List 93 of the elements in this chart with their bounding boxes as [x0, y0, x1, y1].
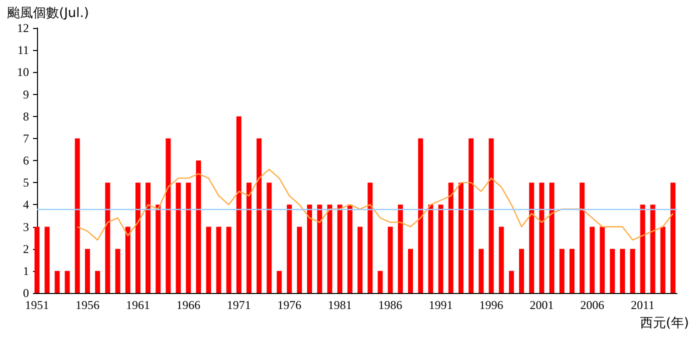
bar [640, 204, 646, 293]
bar [166, 138, 171, 293]
x-tick-label: 2011 [630, 298, 654, 312]
bar [458, 182, 464, 293]
y-tick-label: 4 [23, 198, 29, 212]
bar [529, 182, 534, 293]
bar [660, 226, 666, 293]
y-tick-label: 5 [23, 176, 29, 190]
bar [468, 138, 474, 293]
bar [418, 138, 424, 293]
x-tick-label: 1986 [378, 298, 402, 312]
bar [296, 226, 302, 293]
y-tick-label: 7 [23, 131, 29, 146]
bar [630, 248, 636, 293]
bar [358, 226, 363, 293]
bar [488, 138, 494, 293]
y-tick-label: 1 [23, 264, 29, 278]
bar [206, 226, 212, 293]
bar [95, 270, 100, 293]
bar [74, 138, 80, 293]
bar [146, 182, 151, 293]
bar [549, 182, 554, 293]
bar [570, 248, 575, 293]
x-tick-label: 2001 [530, 298, 554, 312]
x-tick-label: 1976 [277, 298, 302, 312]
bar [448, 182, 454, 293]
x-tick-label: 2006 [580, 298, 604, 312]
x-tick-label: 1961 [126, 298, 150, 312]
bar [115, 248, 120, 293]
bar [438, 204, 444, 293]
bar [64, 270, 70, 293]
bar [176, 182, 181, 293]
bar [498, 226, 504, 293]
bar [196, 160, 202, 293]
x-tick-label: 1951 [25, 298, 49, 312]
bar [388, 226, 393, 293]
x-tick-label: 1996 [479, 298, 504, 312]
bar [590, 226, 595, 293]
y-tick-label: 10 [17, 65, 29, 80]
bar [650, 204, 656, 293]
y-tick-label: 6 [23, 154, 29, 168]
bar [559, 248, 564, 293]
y-tick-label: 3 [23, 220, 29, 234]
bar [600, 226, 605, 293]
bar [368, 182, 373, 293]
y-axis-title: 颱風個數(Jul.) [7, 6, 89, 21]
x-tick-label: 1956 [75, 298, 100, 312]
bar [478, 248, 484, 293]
bar [408, 248, 413, 293]
x-tick-label: 1991 [428, 298, 453, 312]
bar [286, 204, 292, 293]
bar [508, 270, 514, 293]
bar [246, 182, 252, 293]
bar [620, 248, 625, 293]
bar [670, 182, 676, 293]
bar [276, 270, 282, 293]
y-tick-label: 11 [17, 43, 29, 58]
bar [256, 138, 262, 293]
y-tick-label: 12 [17, 21, 29, 35]
bar [156, 204, 161, 293]
bar [105, 182, 110, 293]
y-tick-label: 0 [23, 286, 29, 300]
line-series [76, 168, 674, 241]
bar [34, 226, 40, 293]
bar [519, 248, 524, 293]
bar [125, 226, 130, 293]
bar [226, 226, 232, 293]
x-tick-label: 1981 [328, 298, 352, 312]
bar [186, 182, 191, 293]
bar [378, 270, 383, 293]
y-tick-label: 9 [23, 87, 29, 102]
bar [327, 204, 332, 293]
bar [580, 182, 585, 293]
bar [428, 204, 434, 293]
bar [307, 204, 312, 293]
bar [54, 270, 60, 293]
bar [539, 182, 544, 293]
y-tick-label: 2 [23, 242, 29, 256]
bar [84, 248, 90, 293]
bar [135, 182, 140, 293]
bar [216, 226, 222, 293]
bar [337, 204, 342, 293]
x-tick-label: 1966 [176, 298, 200, 312]
x-tick-label: 1971 [226, 298, 251, 312]
bar [398, 204, 403, 293]
bar [347, 204, 352, 293]
y-tick-label: 8 [23, 109, 29, 124]
bar [236, 116, 242, 293]
x-axis-title: 西元(年) [640, 316, 690, 331]
bar [610, 248, 615, 293]
bar [266, 182, 272, 293]
bar [44, 226, 50, 293]
bar [317, 204, 322, 293]
